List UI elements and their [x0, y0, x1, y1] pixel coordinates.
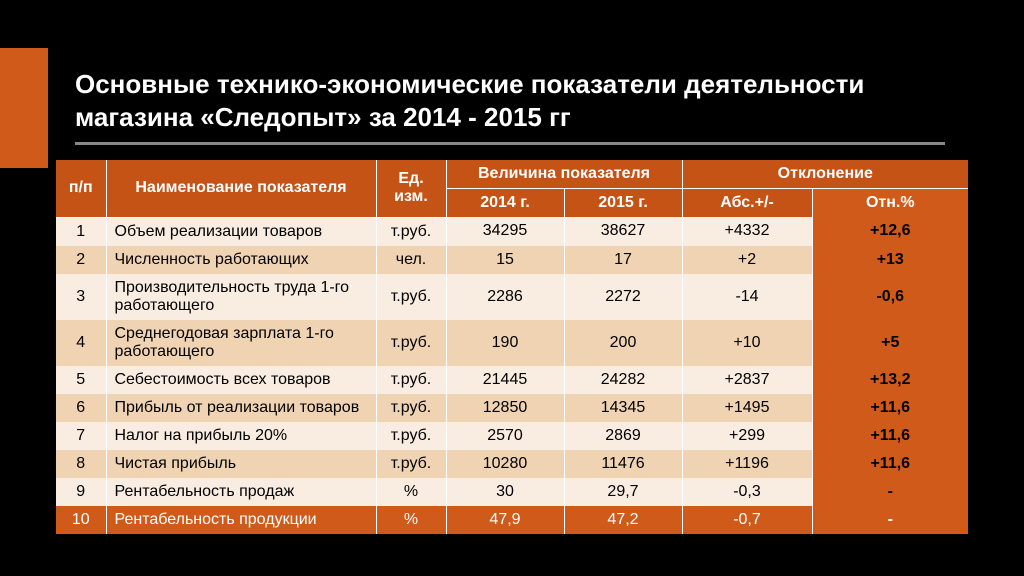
- cell-year2: 17: [564, 246, 682, 274]
- cell-abs: -14: [682, 274, 812, 320]
- cell-otn: +13: [812, 246, 968, 274]
- cell-name: Чистая прибыль: [106, 450, 376, 478]
- col-pp: п/п: [56, 160, 106, 217]
- cell-unit: т.руб.: [376, 274, 446, 320]
- cell-name: Прибыль от реализации товаров: [106, 394, 376, 422]
- table-row: 3Производительность труда 1-го работающе…: [56, 274, 968, 320]
- table-row: 7Налог на прибыль 20%т.руб.25702869+299+…: [56, 422, 968, 450]
- cell-year2: 24282: [564, 366, 682, 394]
- cell-abs: +1196: [682, 450, 812, 478]
- cell-otn: -: [812, 478, 968, 506]
- cell-name: Среднегодовая зарплата 1-го работающего: [106, 320, 376, 366]
- table-row: 8Чистая прибыльт.руб.1028011476+1196+11,…: [56, 450, 968, 478]
- cell-pp: 2: [56, 246, 106, 274]
- table-header-row-1: п/п Наименование показателя Ед. изм. Вел…: [56, 160, 968, 189]
- table-row: 2Численность работающихчел.1517+2+13: [56, 246, 968, 274]
- cell-year2: 2272: [564, 274, 682, 320]
- col-otn: Отн.%: [812, 189, 968, 218]
- cell-name: Производительность труда 1-го работающег…: [106, 274, 376, 320]
- cell-abs: -0,3: [682, 478, 812, 506]
- cell-unit: т.руб.: [376, 320, 446, 366]
- cell-year1: 15: [446, 246, 564, 274]
- cell-pp: 8: [56, 450, 106, 478]
- cell-year1: 2570: [446, 422, 564, 450]
- cell-otn: -0,6: [812, 274, 968, 320]
- cell-abs: +4332: [682, 217, 812, 246]
- col-unit: Ед. изм.: [376, 160, 446, 217]
- cell-pp: 4: [56, 320, 106, 366]
- table-row: 4Среднегодовая зарплата 1-го работающего…: [56, 320, 968, 366]
- indicators-table: п/п Наименование показателя Ед. изм. Вел…: [56, 160, 968, 534]
- cell-abs: +299: [682, 422, 812, 450]
- cell-name: Налог на прибыль 20%: [106, 422, 376, 450]
- cell-unit: %: [376, 478, 446, 506]
- cell-year2: 2869: [564, 422, 682, 450]
- cell-name: Себестоимость всех товаров: [106, 366, 376, 394]
- table-row: 6Прибыль от реализации товаровт.руб.1285…: [56, 394, 968, 422]
- cell-year2: 47,2: [564, 506, 682, 534]
- cell-abs: +10: [682, 320, 812, 366]
- cell-year2: 38627: [564, 217, 682, 246]
- cell-pp: 10: [56, 506, 106, 534]
- cell-otn: +5: [812, 320, 968, 366]
- cell-unit: т.руб.: [376, 450, 446, 478]
- col-value-group: Величина показателя: [446, 160, 682, 189]
- table-row: 5Себестоимость всех товаровт.руб.2144524…: [56, 366, 968, 394]
- cell-unit: т.руб.: [376, 366, 446, 394]
- cell-otn: +12,6: [812, 217, 968, 246]
- cell-abs: +2837: [682, 366, 812, 394]
- cell-year1: 10280: [446, 450, 564, 478]
- cell-unit: т.руб.: [376, 217, 446, 246]
- slide-title: Основные технико-экономические показател…: [75, 68, 945, 133]
- table-body: 1Объем реализации товаровт.руб.342953862…: [56, 217, 968, 534]
- cell-abs: +1495: [682, 394, 812, 422]
- cell-otn: +11,6: [812, 450, 968, 478]
- cell-pp: 6: [56, 394, 106, 422]
- col-year2: 2015 г.: [564, 189, 682, 218]
- cell-unit: %: [376, 506, 446, 534]
- cell-year2: 200: [564, 320, 682, 366]
- col-deviation-group: Отклонение: [682, 160, 968, 189]
- cell-otn: +13,2: [812, 366, 968, 394]
- accent-bar: [0, 48, 48, 168]
- cell-year1: 34295: [446, 217, 564, 246]
- cell-pp: 1: [56, 217, 106, 246]
- title-underline: [75, 142, 945, 145]
- cell-pp: 3: [56, 274, 106, 320]
- cell-pp: 5: [56, 366, 106, 394]
- col-abs: Абс.+/-: [682, 189, 812, 218]
- cell-abs: -0,7: [682, 506, 812, 534]
- cell-name: Рентабельность продаж: [106, 478, 376, 506]
- cell-otn: +11,6: [812, 422, 968, 450]
- cell-year1: 47,9: [446, 506, 564, 534]
- cell-year1: 190: [446, 320, 564, 366]
- cell-abs: +2: [682, 246, 812, 274]
- col-year1: 2014 г.: [446, 189, 564, 218]
- slide: Основные технико-экономические показател…: [0, 0, 1024, 576]
- cell-otn: -: [812, 506, 968, 534]
- cell-name: Численность работающих: [106, 246, 376, 274]
- cell-name: Рентабельность продукции: [106, 506, 376, 534]
- cell-year1: 21445: [446, 366, 564, 394]
- table-container: п/п Наименование показателя Ед. изм. Вел…: [56, 160, 968, 534]
- table-row: 1Объем реализации товаровт.руб.342953862…: [56, 217, 968, 246]
- cell-year1: 30: [446, 478, 564, 506]
- table-row: 10Рентабельность продукции%47,947,2-0,7-: [56, 506, 968, 534]
- cell-year2: 11476: [564, 450, 682, 478]
- cell-unit: чел.: [376, 246, 446, 274]
- cell-otn: +11,6: [812, 394, 968, 422]
- cell-year1: 12850: [446, 394, 564, 422]
- table-row: 9Рентабельность продаж%3029,7-0,3-: [56, 478, 968, 506]
- cell-unit: т.руб.: [376, 394, 446, 422]
- cell-name: Объем реализации товаров: [106, 217, 376, 246]
- cell-year2: 14345: [564, 394, 682, 422]
- cell-pp: 7: [56, 422, 106, 450]
- cell-pp: 9: [56, 478, 106, 506]
- cell-year2: 29,7: [564, 478, 682, 506]
- col-name: Наименование показателя: [106, 160, 376, 217]
- cell-year1: 2286: [446, 274, 564, 320]
- cell-unit: т.руб.: [376, 422, 446, 450]
